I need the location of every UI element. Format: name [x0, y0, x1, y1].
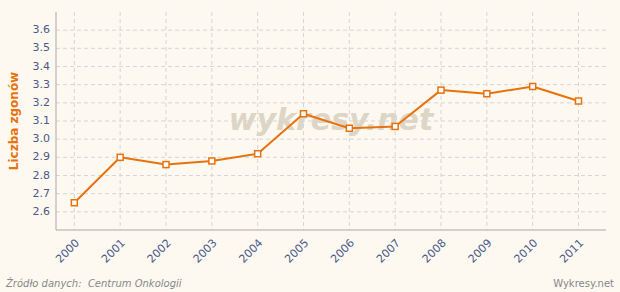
marker	[576, 98, 582, 104]
y-grid-line	[56, 211, 606, 212]
x-grid-line	[395, 12, 396, 230]
y-grid-line	[56, 48, 606, 49]
y-tick-label: 2.6	[33, 205, 51, 218]
footer-left: Źródło danych: Centrum Onkologii	[5, 277, 182, 289]
y-grid-line	[56, 84, 606, 85]
x-tick-label: 2002	[145, 237, 174, 266]
x-tick-label: 2010	[511, 237, 540, 266]
y-tick-label: 3.5	[33, 41, 51, 54]
x-grid-line	[120, 12, 121, 230]
footer-right: Wykresy.net	[553, 278, 614, 289]
x-tick-label: 2008	[420, 237, 449, 266]
y-axis-label: Liczba zgonów	[7, 72, 21, 170]
y-grid-line	[56, 30, 606, 31]
x-grid-line	[74, 12, 75, 230]
x-grid-line	[303, 12, 304, 230]
background	[0, 0, 620, 292]
y-axis-line	[56, 12, 57, 230]
x-tick-label: 2001	[99, 237, 128, 266]
x-tick-label: 2004	[236, 237, 265, 266]
y-tick-label: 3.4	[33, 60, 51, 73]
marker	[209, 158, 215, 164]
x-grid-line	[578, 12, 579, 230]
y-tick-label: 3.0	[33, 132, 51, 145]
y-tick-label: 3.3	[33, 78, 51, 91]
x-grid-line	[486, 12, 487, 230]
x-tick-label: 2005	[282, 237, 311, 266]
x-grid-line	[441, 12, 442, 230]
marker	[484, 91, 490, 97]
x-grid-line	[211, 12, 212, 230]
y-tick-label: 2.9	[33, 150, 51, 163]
x-tick-label: 2006	[328, 237, 357, 266]
line	[74, 86, 578, 202]
y-grid-line	[56, 139, 606, 140]
chart: wykresy.net2.62.72.82.93.03.13.23.33.43.…	[0, 0, 620, 292]
x-tick-label: 2007	[374, 237, 403, 266]
x-grid-line	[532, 12, 533, 230]
y-grid-line	[56, 193, 606, 194]
y-tick-label: 3.1	[33, 114, 51, 127]
x-tick-label: 2003	[191, 237, 220, 266]
marker	[392, 123, 398, 129]
x-grid-line	[166, 12, 167, 230]
marker	[255, 151, 261, 157]
marker	[117, 154, 123, 160]
y-tick-label: 2.7	[33, 187, 51, 200]
x-axis-line	[56, 230, 606, 231]
y-grid-line	[56, 66, 606, 67]
y-grid-line	[56, 102, 606, 103]
y-grid-line	[56, 157, 606, 158]
x-tick-label: 2011	[557, 237, 586, 266]
y-tick-label: 3.6	[33, 23, 51, 36]
marker	[71, 200, 77, 206]
marker	[530, 83, 536, 89]
y-grid-line	[56, 175, 606, 176]
marker	[163, 162, 169, 168]
grid	[56, 12, 606, 230]
x-tick-label: 2009	[466, 237, 495, 266]
x-grid-line	[349, 12, 350, 230]
marker	[301, 111, 307, 117]
y-tick-label: 2.8	[33, 169, 51, 182]
y-grid-line	[56, 121, 606, 122]
x-tick-label: 2000	[53, 237, 82, 266]
y-tick-label: 3.2	[33, 96, 51, 109]
x-grid-line	[257, 12, 258, 230]
series	[71, 83, 581, 205]
marker	[438, 87, 444, 93]
marker	[346, 125, 352, 131]
